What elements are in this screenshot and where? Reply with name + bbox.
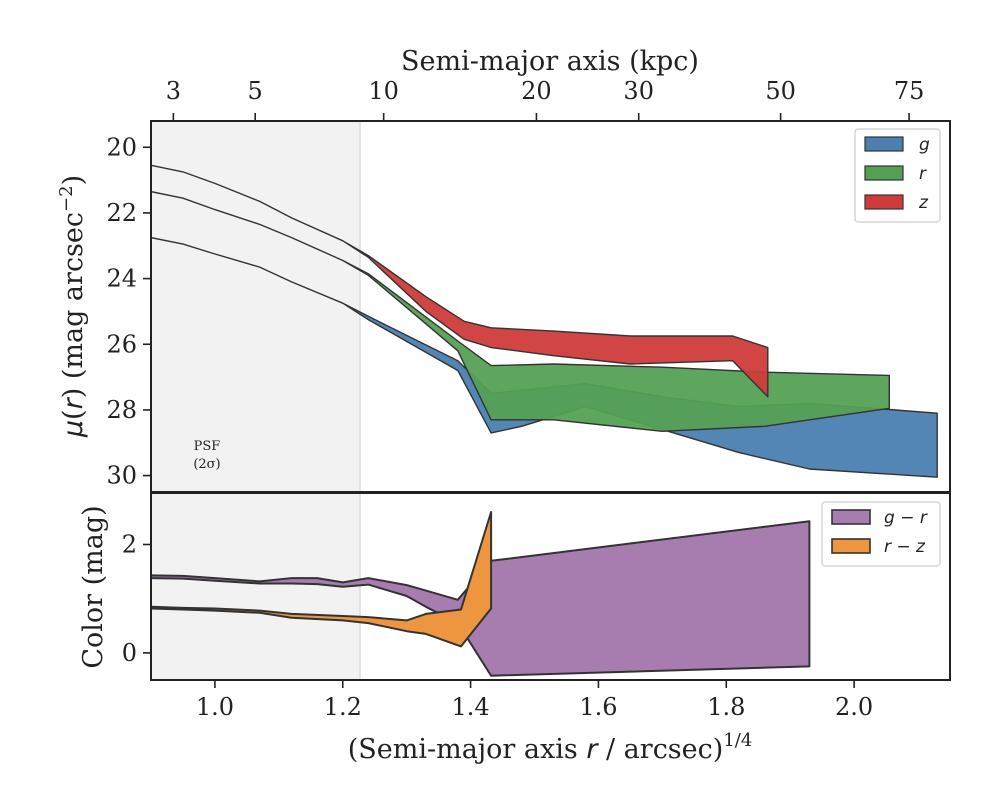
color-axis-title: Color (mag) [78, 505, 109, 668]
legend-label: g [919, 135, 930, 155]
y-tick-label: 22 [106, 199, 137, 227]
legend-label: z [918, 193, 929, 213]
x-tick-label: 1.0 [196, 693, 234, 721]
psf-region [151, 121, 361, 492]
bottom-axis-title: (Semi-major axis r / arcsec)1/4 [348, 730, 753, 765]
top-axis-title: Semi-major axis (kpc) [401, 46, 699, 77]
x-tick-label: 1.2 [324, 693, 362, 721]
legend-entry-g: g [864, 135, 930, 155]
surface-brightness-axis-title: μ(r) (mag arcsec−2) [56, 175, 89, 438]
legend-swatch [864, 136, 904, 152]
legend-entry-r: r [864, 164, 927, 184]
x-tick-label: 1.4 [452, 693, 490, 721]
top-tick-label: 10 [368, 77, 399, 105]
legend-swatch [831, 538, 871, 554]
y-tick-label: 0 [122, 639, 137, 667]
top-tick-label: 5 [248, 77, 263, 105]
bands [151, 164, 938, 478]
panel-frame [150, 492, 951, 681]
y-tick-label: 28 [106, 396, 137, 424]
legend-label: r − z [884, 537, 926, 557]
psf-region [151, 493, 361, 680]
legend-swatch [864, 165, 904, 181]
y-tick-label: 20 [106, 133, 137, 161]
psf-label-line: (2σ) [193, 457, 220, 472]
y-tick-label: 2 [122, 530, 137, 558]
x-tick-label: 1.8 [707, 693, 745, 721]
band-z [151, 164, 769, 398]
x-tick-label: 1.6 [579, 693, 617, 721]
top-tick-label: 75 [894, 77, 925, 105]
band-rz [151, 511, 493, 648]
psf-label: PSF (2σ) [193, 439, 220, 472]
legend-entry: r − z [831, 537, 926, 557]
top-tick-label: 50 [765, 77, 796, 105]
top-tick-label: 3 [166, 77, 181, 105]
legend-swatch [864, 194, 904, 210]
legend-label: g − r [884, 508, 928, 528]
psf-label-line: PSF [194, 439, 221, 454]
y-tick-label: 26 [106, 330, 137, 358]
surface-brightness-panel: 20 22 24 26 28 30 3 5 10 20 30 50 75 PSF (2σ) grz [106, 77, 951, 493]
legend-swatch [831, 509, 871, 525]
y-tick-label: 24 [106, 265, 137, 293]
color-panel: 0 2 1.0 1.2 1.4 1.6 1.8 2.0 g − r r − z [122, 492, 951, 721]
legend-entry-z: z [864, 193, 929, 213]
bands [151, 511, 811, 677]
band-r [151, 190, 890, 432]
legend-entry: g − r [831, 508, 928, 528]
x-tick-label: 2.0 [835, 693, 873, 721]
top-tick-label: 30 [623, 77, 654, 105]
legend-label: r [919, 164, 927, 184]
top-tick-label: 20 [521, 77, 552, 105]
y-tick-label: 30 [106, 462, 137, 490]
